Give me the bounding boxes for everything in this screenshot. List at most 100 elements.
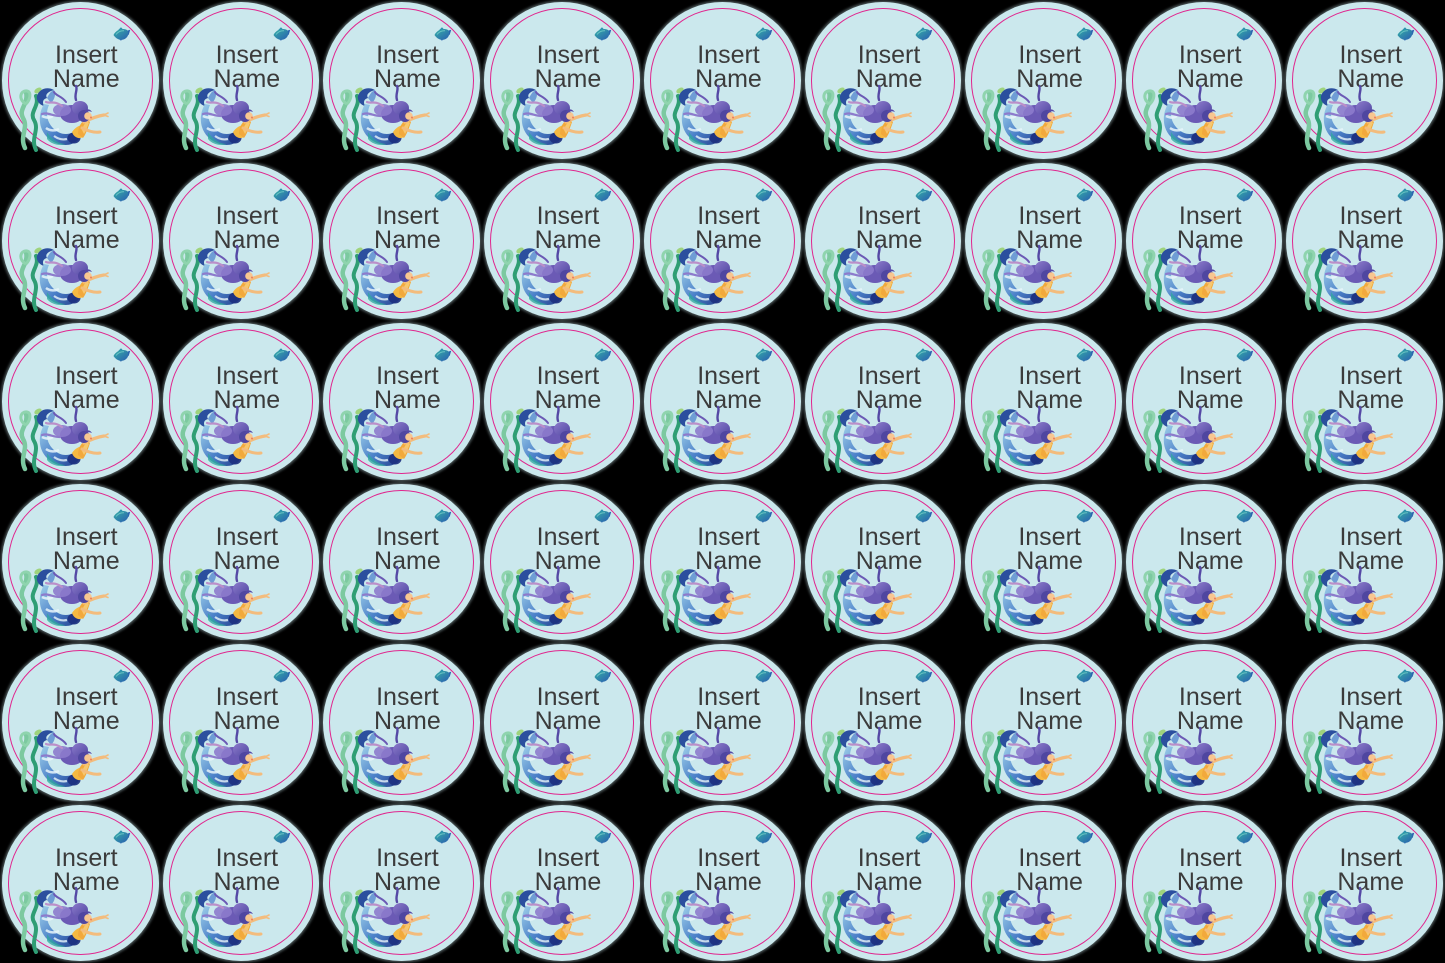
mermaid-hand bbox=[584, 272, 591, 278]
sticker-label[interactable]: Insert Name bbox=[642, 642, 803, 803]
sticker-label[interactable]: Insert Name bbox=[482, 0, 643, 161]
sticker-label[interactable]: Insert Name bbox=[1124, 161, 1285, 322]
tail-fluke bbox=[1160, 248, 1178, 266]
sticker-label[interactable]: Insert Name bbox=[161, 482, 322, 643]
sticker-label[interactable]: Insert Name bbox=[0, 161, 161, 322]
sticker-label[interactable]: Insert Name bbox=[1284, 642, 1445, 803]
tail-teal-overlay bbox=[689, 613, 709, 626]
sticker-label[interactable]: Insert Name bbox=[0, 321, 161, 482]
hair-strand bbox=[74, 726, 78, 743]
mermaid-illustration bbox=[1303, 726, 1394, 794]
sticker-label[interactable]: Insert Name bbox=[1124, 642, 1285, 803]
sticker-label[interactable]: Insert Name bbox=[321, 0, 482, 161]
sticker-label[interactable]: Insert Name bbox=[161, 0, 322, 161]
sticker-label[interactable]: Insert Name bbox=[963, 321, 1124, 482]
sticker-label[interactable]: Insert Name bbox=[1284, 321, 1445, 482]
hair-mass bbox=[53, 424, 71, 437]
torso-highlight bbox=[884, 602, 892, 615]
sticker-label[interactable]: Insert Name bbox=[0, 482, 161, 643]
sticker-label[interactable]: Insert Name bbox=[321, 161, 482, 322]
tail-stripe bbox=[1165, 274, 1178, 279]
hair-strand bbox=[74, 244, 78, 262]
sticker-label[interactable]: Insert Name bbox=[482, 161, 643, 322]
sticker-label[interactable]: Insert Name bbox=[803, 482, 964, 643]
sticker-label[interactable]: Insert Name bbox=[482, 642, 643, 803]
sticker-name-placeholder: Insert Name bbox=[329, 524, 486, 573]
sticker-label[interactable]: Insert Name bbox=[803, 642, 964, 803]
sticker-label[interactable]: Insert Name bbox=[642, 0, 803, 161]
name-line-1: Insert bbox=[857, 843, 921, 872]
sticker-label[interactable]: Insert Name bbox=[161, 321, 322, 482]
sticker-label[interactable]: Insert Name bbox=[642, 482, 803, 643]
sticker-label[interactable]: Insert Name bbox=[803, 161, 964, 322]
tail-stripe bbox=[848, 607, 863, 613]
mermaid-illustration bbox=[501, 726, 591, 794]
tail-fluke-highlight bbox=[849, 250, 858, 263]
sticker-label[interactable]: Insert Name bbox=[161, 161, 322, 322]
tail-fluke bbox=[1321, 890, 1339, 908]
sticker-label[interactable]: Insert Name bbox=[0, 0, 161, 161]
hair-strand bbox=[522, 593, 543, 599]
sticker-label[interactable]: Insert Name bbox=[321, 803, 482, 963]
sticker-border-ring bbox=[489, 168, 635, 313]
hair-mass bbox=[695, 424, 714, 437]
mermaid-illustration bbox=[822, 886, 912, 954]
sticker-label[interactable]: Insert Name bbox=[0, 803, 161, 963]
sticker-name-placeholder: Insert Name bbox=[971, 43, 1128, 92]
seaweed-dark bbox=[672, 254, 682, 312]
sticker-label[interactable]: Insert Name bbox=[321, 321, 482, 482]
tail-stripe bbox=[41, 916, 54, 921]
hair-fringe bbox=[1207, 108, 1216, 113]
name-line-1: Insert bbox=[1178, 522, 1242, 551]
sticker-label[interactable]: Insert Name bbox=[1124, 482, 1285, 643]
sticker-name-placeholder: Insert Name bbox=[169, 845, 326, 894]
sticker-label[interactable]: Insert Name bbox=[642, 321, 803, 482]
sticker-label[interactable]: Insert Name bbox=[642, 161, 803, 322]
hair-strand bbox=[1176, 251, 1191, 263]
sticker-label[interactable]: Insert Name bbox=[1284, 482, 1445, 643]
sticker-label[interactable]: Insert Name bbox=[803, 803, 964, 963]
sticker-circle: Insert Name bbox=[1286, 162, 1443, 319]
sticker-label[interactable]: Insert Name bbox=[1284, 0, 1445, 161]
mermaid-hand bbox=[745, 914, 752, 920]
sticker-label[interactable]: Insert Name bbox=[482, 803, 643, 963]
sticker-label[interactable]: Insert Name bbox=[1284, 161, 1445, 322]
seaweed-light bbox=[19, 89, 29, 150]
sticker-label[interactable]: Insert Name bbox=[482, 321, 643, 482]
tail-stripe bbox=[1169, 928, 1184, 934]
seaweed-loop bbox=[19, 88, 32, 105]
sticker-label[interactable]: Insert Name bbox=[1124, 321, 1285, 482]
hair-fringe bbox=[1047, 590, 1056, 594]
sticker-label[interactable]: Insert Name bbox=[642, 803, 803, 963]
sticker-label[interactable]: Insert Name bbox=[963, 0, 1124, 161]
tail-fluke-highlight bbox=[689, 410, 698, 424]
hair-mass bbox=[1176, 264, 1195, 276]
sticker-label[interactable]: Insert Name bbox=[963, 642, 1124, 803]
torso-highlight bbox=[82, 602, 89, 615]
tropical-fish-icon bbox=[1397, 669, 1415, 683]
mermaid-lips bbox=[411, 758, 414, 760]
sticker-label[interactable]: Insert Name bbox=[1124, 0, 1285, 161]
hair-strand bbox=[1329, 902, 1348, 910]
seaweed-dark bbox=[512, 93, 521, 152]
sticker-label[interactable]: Insert Name bbox=[963, 161, 1124, 322]
hair-strand bbox=[234, 244, 239, 262]
sticker-label[interactable]: Insert Name bbox=[0, 642, 161, 803]
mermaid-lips bbox=[1213, 597, 1216, 600]
hair-fringe bbox=[84, 429, 92, 434]
sticker-label[interactable]: Insert Name bbox=[963, 482, 1124, 643]
sticker-label[interactable]: Insert Name bbox=[482, 482, 643, 643]
hair-strand bbox=[1337, 732, 1352, 745]
sticker-label[interactable]: Insert Name bbox=[1284, 803, 1445, 963]
sticker-label[interactable]: Insert Name bbox=[161, 803, 322, 963]
sticker-label[interactable]: Insert Name bbox=[321, 482, 482, 643]
sticker-label[interactable]: Insert Name bbox=[963, 803, 1124, 963]
sticker-label[interactable]: Insert Name bbox=[803, 0, 964, 161]
tail-stripe bbox=[856, 937, 871, 943]
sticker-border-ring bbox=[489, 810, 635, 955]
hair-mass bbox=[1016, 103, 1035, 116]
sticker-label[interactable]: Insert Name bbox=[161, 642, 322, 803]
sticker-label[interactable]: Insert Name bbox=[321, 642, 482, 803]
sticker-label[interactable]: Insert Name bbox=[803, 321, 964, 482]
sticker-label[interactable]: Insert Name bbox=[1124, 803, 1285, 963]
